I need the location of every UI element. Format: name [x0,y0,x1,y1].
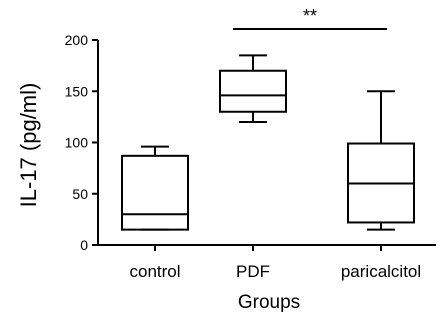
y-tick-label: 0 [80,237,88,253]
boxes [121,54,415,231]
significance-label: ** [303,6,317,26]
y-axis-title: IL-17 (pg/ml) [16,83,41,208]
box-iqr [219,69,287,113]
y-tick-label: 50 [72,186,88,202]
x-tick-label-control: control [129,262,180,281]
x-tick-label-paricalcitol: paricalcitol [341,262,421,281]
x-tick-label-PDF: PDF [236,262,270,281]
box-control [121,145,189,231]
labels: 0 50 100 150 200 control PDF paricalcitol ** [65,6,422,281]
y-tick-label: 100 [65,135,89,151]
axes [92,39,436,251]
y-tick-label: 200 [65,32,89,48]
box-PDF [219,54,287,123]
box-paricalcitol [347,90,415,231]
box-iqr [121,154,189,231]
x-axis-title: Groups [238,292,300,313]
y-tick-label: 150 [65,83,89,99]
